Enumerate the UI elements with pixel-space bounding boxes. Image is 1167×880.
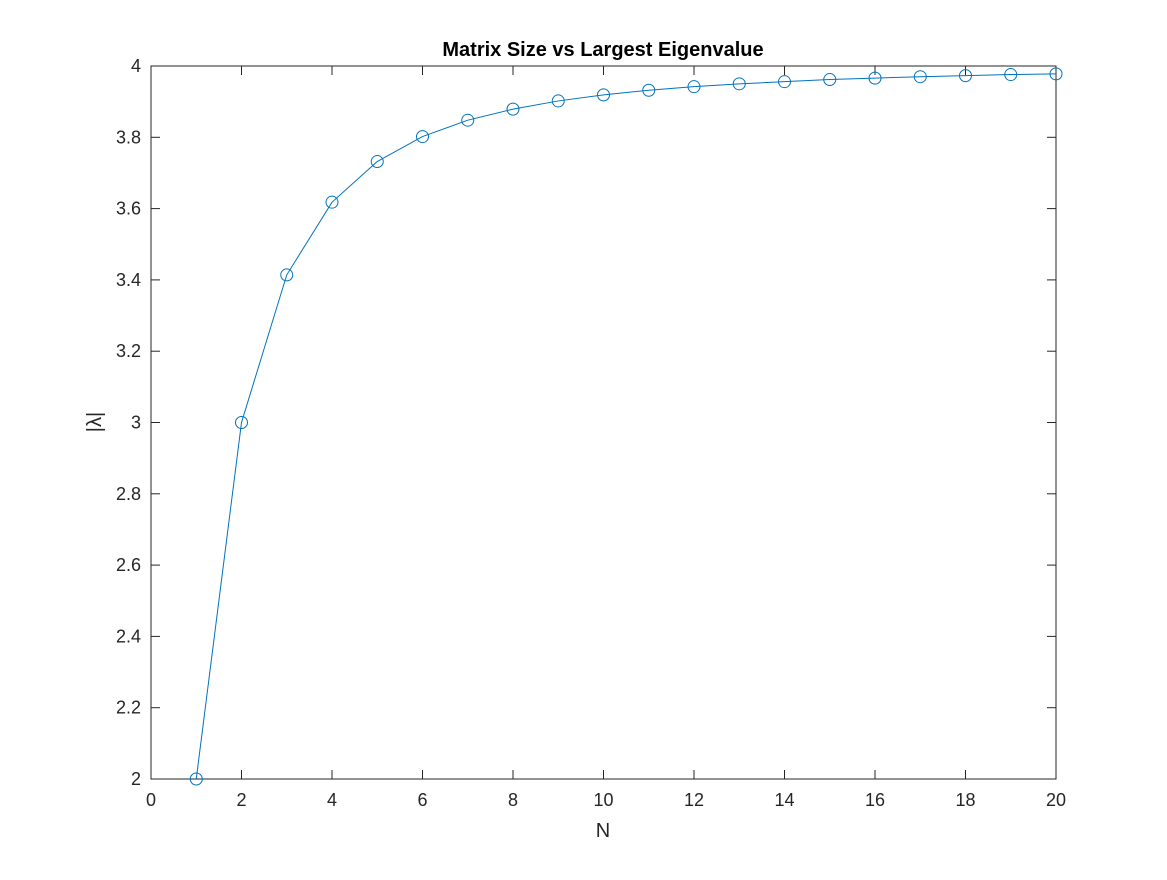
series-layer (189, 67, 1063, 786)
data-point-marker (370, 155, 384, 169)
y-tick-label: 3.4 (116, 270, 141, 290)
x-tick-label: 14 (774, 790, 794, 810)
x-tick-label: 12 (684, 790, 704, 810)
data-point-marker (823, 73, 837, 87)
data-point-marker (1004, 68, 1018, 82)
y-axis-label: |λ| (84, 412, 106, 432)
x-tick-label: 0 (146, 790, 156, 810)
data-point-marker (189, 772, 203, 786)
data-point-marker (325, 195, 339, 209)
chart-title: Matrix Size vs Largest Eigenvalue (442, 39, 763, 61)
data-point-marker (597, 88, 610, 102)
axis-tick-labels: 0 2 4 6 8 10 12 14 16 18 2022.22.42.62.833.23.43.6… (116, 56, 1066, 810)
x-axis-label: N (596, 820, 610, 842)
data-point-marker (959, 69, 972, 83)
x-tick-label: 18 (955, 790, 975, 810)
data-point-marker (732, 77, 746, 91)
x-tick-label: 8 (508, 790, 518, 810)
y-tick-label: 2.4 (116, 626, 141, 646)
data-point-marker (1049, 67, 1063, 81)
y-tick-label: 2.6 (116, 555, 141, 575)
y-tick-label: 2.8 (116, 484, 141, 504)
data-point-marker (778, 75, 791, 89)
data-point-marker (461, 113, 475, 127)
y-tick-label: 3 (131, 413, 141, 433)
x-tick-label: 20 (1046, 790, 1066, 810)
x-tick-label: 2 (236, 790, 246, 810)
y-tick-label: 4 (131, 56, 141, 76)
y-tick-label: 3.6 (116, 199, 141, 219)
data-point-marker (280, 268, 294, 282)
data-point-marker (235, 416, 248, 429)
data-point-marker (416, 130, 429, 144)
y-tick-label: 2.2 (116, 698, 141, 718)
x-tick-label: 4 (327, 790, 337, 810)
y-tick-label: 3.2 (116, 341, 141, 361)
data-point-marker (868, 71, 882, 85)
data-point-marker (506, 102, 520, 116)
data-point-marker (913, 70, 927, 84)
data-point-marker (642, 83, 656, 97)
x-tick-label: 16 (865, 790, 885, 810)
data-point-marker (687, 80, 701, 94)
data-point-marker (551, 94, 565, 108)
axis-ticks (150, 65, 1057, 780)
y-tick-label: 2 (131, 769, 141, 789)
plot-area (150, 65, 1057, 780)
x-tick-label: 6 (417, 790, 427, 810)
series-line (195, 73, 1057, 780)
x-tick-label: 10 (593, 790, 613, 810)
y-tick-label: 3.8 (116, 127, 141, 147)
